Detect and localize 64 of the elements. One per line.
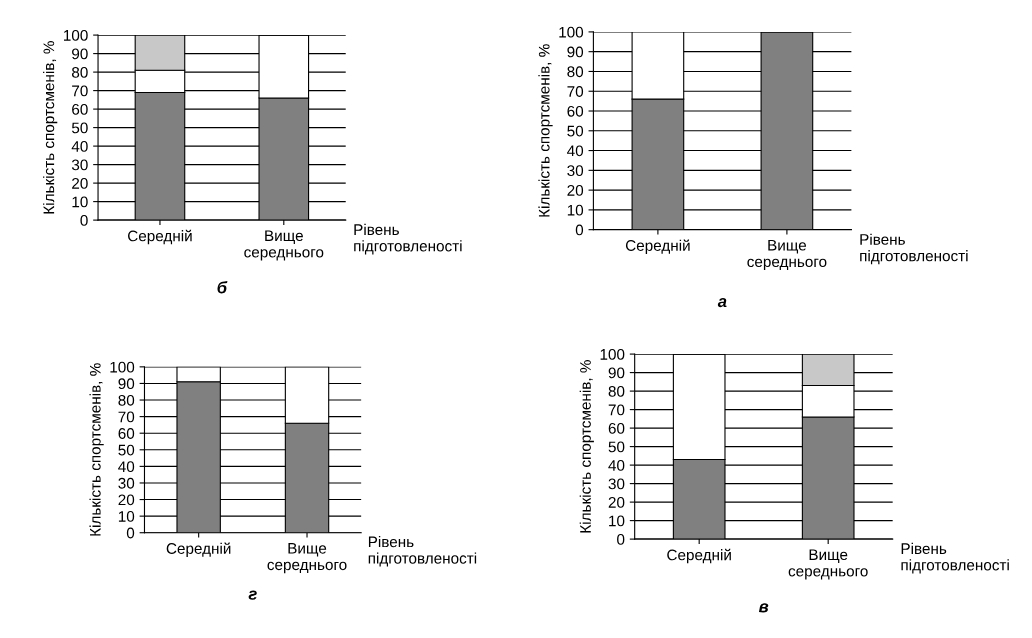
y-axis-title: Кількість спортсменів, % [538, 44, 553, 217]
y-tick-label: 0 [80, 214, 88, 226]
text: а [717, 298, 727, 308]
y-tick-label: 80 [71, 66, 88, 78]
x-tick-label: Вище середнього [788, 549, 868, 580]
y-tick-label: 60 [608, 422, 625, 434]
x-tick-label: Середній [166, 542, 231, 557]
y-tick-label: 50 [567, 125, 584, 137]
y-tick-label: 10 [609, 515, 625, 527]
y-tick-label: 30 [567, 165, 584, 177]
y-tick-label: 80 [567, 66, 584, 78]
y-tick-label: 40 [71, 140, 88, 152]
y-tick-label: 50 [118, 444, 135, 456]
y-tick-label: 100 [110, 361, 135, 373]
y-tick-label: 40 [608, 459, 625, 471]
y-tick-label: 100 [559, 26, 584, 38]
y-tick-label: 30 [608, 478, 625, 490]
y-tick-label: 0 [126, 527, 135, 539]
y-tick-label: 20 [567, 184, 584, 196]
x-tick-label: Вище середнього [244, 230, 324, 261]
y-tick-label: 30 [71, 159, 88, 171]
y-tick-label: 100 [64, 29, 88, 41]
text: г [248, 590, 257, 600]
y-tick-label: 70 [72, 85, 88, 97]
y-tick-label: 20 [608, 496, 625, 508]
y-tick-label: 70 [567, 86, 584, 97]
y-tick-label: 60 [567, 105, 584, 117]
y-tick-label: 70 [118, 411, 135, 423]
x-tick-label: Середній [667, 548, 731, 564]
text: в [758, 603, 769, 613]
y-tick-label: 0 [575, 224, 584, 236]
y-tick-label: 80 [118, 394, 135, 406]
x-axis-title: Рівень підготовленості [354, 223, 462, 255]
x-tick-label: Середній [625, 239, 690, 254]
y-tick-label: 90 [608, 367, 625, 379]
y-tick-label: 70 [608, 404, 625, 416]
y-tick-label: 40 [118, 461, 135, 473]
y-tick-label: 60 [72, 103, 88, 115]
y-axis-title: Кількість спортсменів, % [89, 363, 104, 536]
text: б [217, 281, 228, 294]
y-tick-label: 20 [118, 494, 135, 506]
y-axis-title: Кількість спортсменів, % [43, 41, 58, 214]
y-tick-label: 0 [617, 533, 625, 545]
y-axis-title: Кількість спортсменів, % [579, 360, 594, 533]
y-tick-label: 100 [600, 348, 625, 360]
y-tick-label: 90 [567, 46, 584, 58]
y-tick-label: 90 [118, 378, 135, 390]
y-tick-label: 10 [118, 511, 135, 522]
y-tick-label: 10 [567, 204, 584, 216]
y-tick-label: 30 [118, 477, 135, 489]
y-tick-label: 10 [72, 196, 88, 208]
y-tick-label: 50 [608, 441, 625, 453]
x-axis-title: Рівень підготовленості [901, 542, 1009, 574]
y-tick-label: 20 [72, 177, 88, 189]
y-tick-label: 80 [608, 385, 625, 397]
x-axis-title: Рівень підготовленості [860, 233, 968, 265]
x-tick-label: Вище середнього [267, 543, 347, 574]
y-tick-label: 90 [72, 48, 88, 60]
x-tick-label: Вище середнього [747, 239, 827, 271]
x-axis-title: Рівень підготовленості [368, 536, 477, 567]
y-tick-label: 40 [567, 145, 584, 157]
y-tick-label: 50 [71, 122, 88, 134]
x-tick-label: Середній [128, 229, 192, 245]
y-tick-label: 60 [118, 428, 135, 439]
